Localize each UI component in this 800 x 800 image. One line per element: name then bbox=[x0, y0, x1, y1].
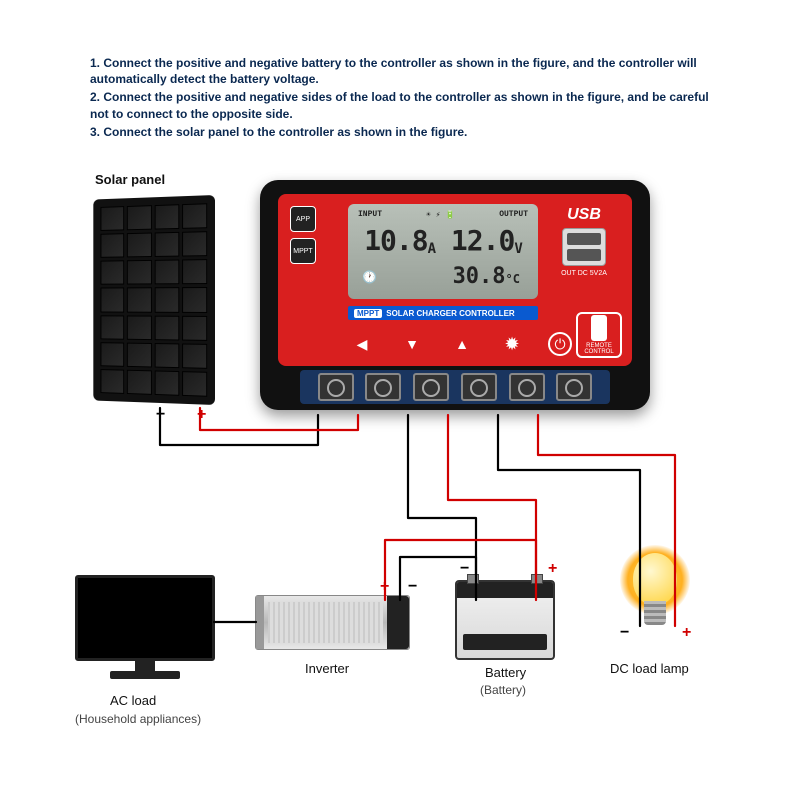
power-button[interactable]: ⏻ bbox=[548, 332, 572, 356]
app-icon: APP bbox=[290, 206, 316, 232]
ac-load-label: AC load bbox=[110, 693, 156, 708]
solar-panel-label: Solar panel bbox=[95, 172, 165, 187]
down-button[interactable]: ▼ bbox=[398, 334, 426, 354]
lamp-neg-sign: − bbox=[620, 624, 629, 642]
up-button[interactable]: ▲ bbox=[448, 334, 476, 354]
monitor-screen bbox=[75, 575, 215, 661]
usb-port-1[interactable] bbox=[567, 233, 601, 245]
left-button[interactable]: ◀ bbox=[348, 334, 376, 354]
remote-control-badge: REMOTE CONTROL bbox=[576, 312, 622, 358]
ac-load-monitor bbox=[75, 575, 215, 685]
inverter bbox=[255, 595, 410, 650]
instructions-block: 1. Connect the positive and negative bat… bbox=[90, 55, 730, 142]
inverter-pos-sign: + bbox=[380, 578, 389, 596]
ac-load-sublabel: (Household appliances) bbox=[75, 712, 201, 726]
solar-panel bbox=[85, 195, 215, 405]
battery-neg-sign: − bbox=[460, 560, 469, 578]
terminal-5[interactable] bbox=[509, 373, 545, 401]
lcd-input-value: 10.8 bbox=[364, 224, 427, 257]
dc-load-label: DC load lamp bbox=[610, 661, 689, 676]
battery bbox=[455, 580, 555, 660]
solar-panel-grid bbox=[93, 195, 215, 405]
controller-face: APP MPPT INPUT ☀ ⚡ 🔋 OUTPUT 10.8A 12.0V … bbox=[278, 194, 632, 366]
settings-button[interactable]: ✹ bbox=[498, 334, 526, 354]
inverter-neg-sign: − bbox=[408, 578, 417, 596]
charge-controller: APP MPPT INPUT ☀ ⚡ 🔋 OUTPUT 10.8A 12.0V … bbox=[260, 180, 650, 410]
terminal-1[interactable] bbox=[318, 373, 354, 401]
instruction-3: 3. Connect the solar panel to the contro… bbox=[90, 124, 730, 140]
usb-area: USB OUT DC 5V2A bbox=[548, 206, 620, 277]
lamp-pos-sign: + bbox=[682, 624, 691, 642]
lcd-input-label: INPUT bbox=[358, 210, 382, 220]
battery-label: Battery bbox=[485, 665, 526, 680]
solar-pos-sign: + bbox=[197, 406, 206, 424]
usb-spec: OUT DC 5V2A bbox=[561, 270, 607, 277]
phone-icon bbox=[591, 315, 607, 341]
lcd-output-label: OUTPUT bbox=[499, 210, 528, 220]
usb-ports[interactable] bbox=[562, 228, 606, 266]
left-feature-icons: APP MPPT bbox=[290, 206, 342, 264]
terminal-6[interactable] bbox=[556, 373, 592, 401]
battery-pos-sign: + bbox=[548, 560, 557, 578]
terminal-strip bbox=[300, 370, 610, 404]
mppt-icon: MPPT bbox=[290, 238, 316, 264]
control-button-row: ◀ ▼ ▲ ✹ ⏻ bbox=[348, 332, 572, 356]
terminal-3[interactable] bbox=[413, 373, 449, 401]
usb-port-2[interactable] bbox=[567, 249, 601, 261]
solar-neg-sign: − bbox=[156, 406, 165, 424]
product-title-strip: MPPT SOLAR CHARGER CONTROLLER bbox=[348, 306, 538, 320]
dc-load-lamp bbox=[620, 545, 690, 665]
terminal-2[interactable] bbox=[365, 373, 401, 401]
usb-label: USB bbox=[567, 206, 601, 224]
lcd-temp-value: 30.8 bbox=[453, 264, 506, 289]
lcd-screen: INPUT ☀ ⚡ 🔋 OUTPUT 10.8A 12.0V 🕐 30.8°C bbox=[348, 204, 538, 299]
instruction-2: 2. Connect the positive and negative sid… bbox=[90, 89, 730, 121]
terminal-4[interactable] bbox=[461, 373, 497, 401]
instruction-1: 1. Connect the positive and negative bat… bbox=[90, 55, 730, 87]
inverter-label: Inverter bbox=[305, 661, 349, 676]
battery-sublabel: (Battery) bbox=[480, 683, 526, 697]
lcd-output-value: 12.0 bbox=[451, 224, 514, 257]
clock-icon: 🕐 bbox=[362, 270, 377, 285]
